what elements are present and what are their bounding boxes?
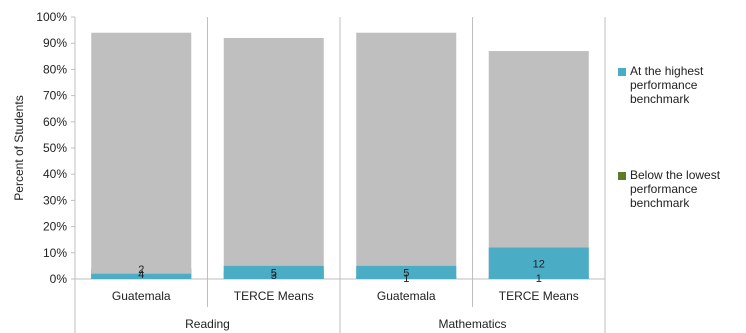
legend-label-lowest: Below the lowest performance benchmark <box>630 168 721 210</box>
y-tick-label: 40% <box>43 167 67 181</box>
legend-label-highest: At the highest performance benchmark <box>630 64 704 106</box>
legend-item-highest: At the highest performance benchmark <box>618 64 740 106</box>
legend-swatch-highest <box>618 68 626 76</box>
bar-segment <box>91 273 192 279</box>
x-category-label: Guatemala <box>377 289 436 303</box>
data-label: 1 <box>536 273 542 285</box>
bars <box>91 32 589 280</box>
data-label: 5 <box>271 267 277 279</box>
bar-segment <box>91 32 192 279</box>
y-tick-label: 70% <box>43 89 67 103</box>
data-label: 5 <box>403 267 409 279</box>
data-label: 12 <box>533 258 545 270</box>
data-label: 2 <box>138 264 144 276</box>
y-tick-label: 100% <box>36 10 67 24</box>
bar-segment <box>223 265 324 279</box>
data-label: 1 <box>403 273 409 285</box>
axes: 0% 10% 20% 30% 40% 50% 60% 70% 80% 90% 100% Guatema… <box>36 10 606 333</box>
legend-item-lowest: Below the lowest performance benchmark <box>618 168 740 210</box>
data-label: 4 <box>138 269 144 281</box>
bar-segment <box>488 247 589 279</box>
y-tick-label: 80% <box>43 62 67 76</box>
y-tick-label: 30% <box>43 193 67 207</box>
y-tick-label: 10% <box>43 246 67 260</box>
bar-segment <box>488 51 589 280</box>
bar-segment <box>356 265 457 279</box>
y-tick-label: 90% <box>43 36 67 50</box>
x-group-label: Mathematics <box>438 317 506 331</box>
x-category-label: TERCE Means <box>234 289 314 303</box>
data-label: 3 <box>271 270 277 282</box>
bar-segment <box>223 37 324 280</box>
y-tick-label: 20% <box>43 220 67 234</box>
x-category-label: Guatemala <box>112 289 171 303</box>
y-axis-title: Percent of Students <box>12 95 26 200</box>
y-tick-label: 0% <box>50 272 68 286</box>
bar-segment <box>356 32 457 279</box>
x-category-label: TERCE Means <box>499 289 579 303</box>
y-tick-label: 50% <box>43 141 67 155</box>
y-tick-label: 60% <box>43 115 67 129</box>
legend-swatch-lowest <box>618 172 626 180</box>
x-group-label: Reading <box>185 317 230 331</box>
